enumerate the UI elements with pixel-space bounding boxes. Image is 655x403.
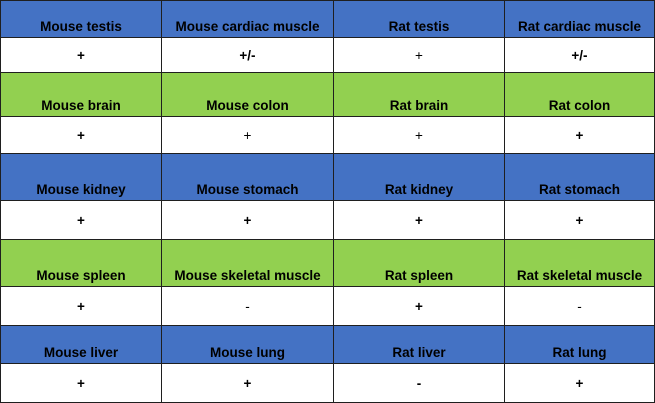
tissue-header: Rat brain: [334, 73, 505, 117]
tissue-header: Mouse testis: [0, 0, 162, 38]
expression-value: +: [334, 38, 505, 73]
tissue-header: Rat liver: [334, 326, 505, 364]
expression-value: +: [0, 287, 162, 326]
expression-value: -: [334, 364, 505, 403]
expression-value: +: [505, 201, 655, 240]
tissue-header: Rat stomach: [505, 154, 655, 201]
expression-value: +: [162, 201, 334, 240]
tissue-header: Mouse liver: [0, 326, 162, 364]
tissue-header: Mouse cardiac muscle: [162, 0, 334, 38]
expression-value: +: [0, 364, 162, 403]
tissue-header: Mouse spleen: [0, 240, 162, 287]
tissue-header: Rat kidney: [334, 154, 505, 201]
tissue-header: Rat lung: [505, 326, 655, 364]
expression-value: +: [505, 117, 655, 154]
expression-value: +: [162, 364, 334, 403]
expression-value: -: [162, 287, 334, 326]
tissue-header: Mouse lung: [162, 326, 334, 364]
tissue-header: Rat testis: [334, 0, 505, 38]
tissue-header: Rat cardiac muscle: [505, 0, 655, 38]
tissue-header: Mouse colon: [162, 73, 334, 117]
expression-value: -: [505, 287, 655, 326]
tissue-header: Rat colon: [505, 73, 655, 117]
expression-value: +: [334, 117, 505, 154]
expression-value: +/-: [162, 38, 334, 73]
expression-value: +: [505, 364, 655, 403]
expression-value: +/-: [505, 38, 655, 73]
expression-value: +: [334, 201, 505, 240]
expression-value: +: [0, 38, 162, 73]
tissue-header: Rat skeletal muscle: [505, 240, 655, 287]
tissue-header: Mouse skeletal muscle: [162, 240, 334, 287]
tissue-header: Mouse stomach: [162, 154, 334, 201]
expression-value: +: [0, 117, 162, 154]
tissue-header: Mouse brain: [0, 73, 162, 117]
tissue-header: Mouse kidney: [0, 154, 162, 201]
expression-value: +: [334, 287, 505, 326]
expression-value: +: [162, 117, 334, 154]
tissue-header: Rat spleen: [334, 240, 505, 287]
expression-value: +: [0, 201, 162, 240]
